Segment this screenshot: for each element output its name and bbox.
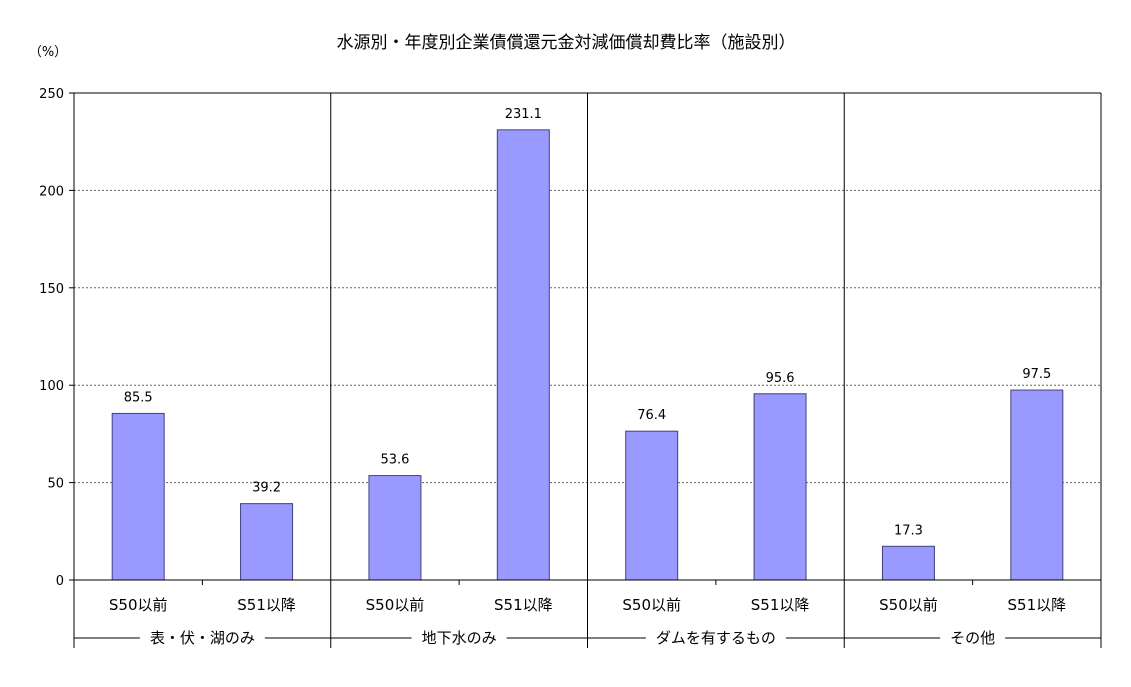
y-tick-label: 200 bbox=[39, 184, 64, 199]
x-tick-label: S50以前 bbox=[622, 596, 681, 614]
y-tick-label: 150 bbox=[39, 282, 64, 297]
group-label: その他 bbox=[950, 629, 995, 647]
bar bbox=[240, 503, 294, 581]
data-label: 76.4 bbox=[637, 408, 666, 423]
x-tick-label: S51以降 bbox=[751, 596, 810, 614]
x-tick-label: S51以降 bbox=[494, 596, 553, 614]
y-axis-unit: （%） bbox=[29, 45, 67, 60]
bar bbox=[496, 129, 550, 581]
y-tick-label: 50 bbox=[47, 477, 64, 492]
group-label: 表・伏・湖のみ bbox=[150, 629, 255, 647]
x-tick-label: S51以降 bbox=[1008, 596, 1067, 614]
x-tick-label: S50以前 bbox=[366, 596, 425, 614]
group-label: 地下水のみ bbox=[422, 629, 497, 647]
x-tick-label: S50以前 bbox=[109, 596, 168, 614]
x-tick-label: S51以降 bbox=[237, 596, 296, 614]
bar bbox=[111, 412, 165, 581]
group-label: ダムを有するもの bbox=[656, 629, 776, 647]
y-tick-label: 100 bbox=[39, 379, 64, 394]
x-tick-label: S50以前 bbox=[879, 596, 938, 614]
y-tick-label: 250 bbox=[39, 87, 64, 102]
data-label: 97.5 bbox=[1022, 367, 1051, 382]
data-label: 39.2 bbox=[252, 481, 281, 496]
axes bbox=[69, 92, 1102, 648]
bar bbox=[625, 430, 679, 581]
data-label: 95.6 bbox=[766, 371, 795, 386]
y-tick-label: 0 bbox=[56, 574, 64, 589]
chart-title: 水源別・年度別企業債償還元金対減価償却費比率（施設別） bbox=[337, 33, 796, 53]
bar bbox=[1010, 389, 1064, 581]
bar bbox=[368, 475, 422, 581]
data-label: 85.5 bbox=[124, 390, 153, 405]
bar bbox=[753, 393, 807, 581]
data-label: 53.6 bbox=[380, 453, 409, 468]
labels: 0 50 100 150 200 250 85.5 S50以前 39.2 S51以降表・伏・湖のみ… bbox=[39, 87, 1066, 647]
bar bbox=[881, 545, 935, 581]
bars bbox=[111, 129, 1064, 581]
data-label: 231.1 bbox=[505, 107, 542, 122]
data-label: 17.3 bbox=[894, 523, 923, 538]
